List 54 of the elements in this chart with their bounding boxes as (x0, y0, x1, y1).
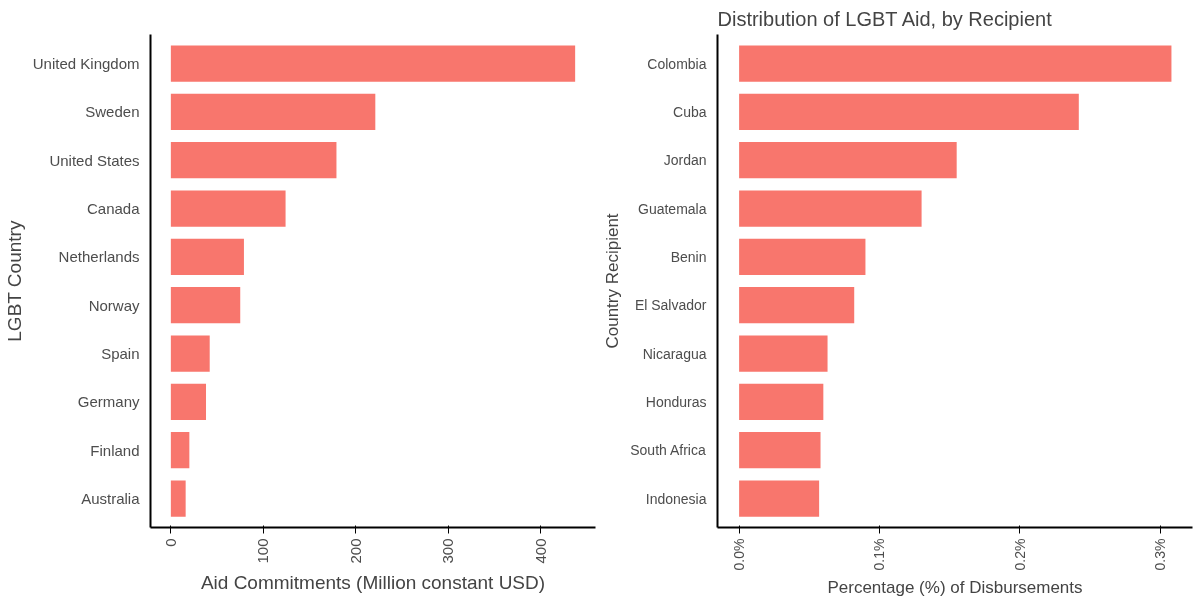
bar (739, 190, 922, 227)
y-tick-label: Cuba (673, 103, 707, 120)
y-tick-label: Indonesia (645, 490, 707, 507)
bar (170, 238, 244, 275)
y-tick-label: Germany (77, 393, 140, 411)
y-tick-label: Benin (670, 248, 707, 265)
x-tick-label: 0.0% (731, 538, 748, 571)
y-tick-label: Sweden (85, 103, 140, 121)
y-tick-label: United States (49, 151, 140, 169)
y-tick-label: Finland (90, 441, 140, 459)
bar (739, 142, 957, 179)
y-tick-label: Norway (88, 296, 140, 314)
x-tick-label: 0.1% (871, 538, 888, 571)
bar (739, 383, 824, 420)
y-tick-label: United Kingdom (32, 55, 140, 72)
bar (170, 287, 241, 324)
y-tick-label: Colombia (647, 55, 707, 72)
y-tick-label: Netherlands (58, 248, 140, 266)
bar (739, 432, 821, 469)
x-axis-title: Percentage (%) of Disbursements (827, 578, 1083, 598)
x-tick-label: 100 (254, 538, 272, 564)
y-tick-label: Canada (86, 200, 141, 217)
y-tick-label: El Salvador (634, 297, 707, 314)
bar (739, 335, 828, 372)
x-axis-title: Aid Commitments (Million constant USD) (200, 571, 546, 593)
x-tick-label: 0.2% (1011, 538, 1028, 571)
x-tick-label: 200 (346, 538, 364, 564)
y-tick-label: Australia (81, 490, 141, 507)
bar (739, 238, 866, 275)
y-tick-label: Spain (101, 345, 140, 362)
y-axis-title: Country Recipient (603, 213, 623, 349)
x-tick-label: 300 (439, 538, 457, 564)
bar (170, 142, 337, 179)
bar (739, 93, 1079, 130)
bar (170, 432, 190, 469)
y-tick-label: Guatemala (638, 200, 707, 217)
bar (739, 480, 820, 517)
y-axis-title: LGBT Country (3, 220, 25, 342)
bar (170, 383, 207, 420)
bar (170, 93, 376, 130)
chart-title: Distribution of LGBT Aid, by Recipient (717, 7, 1053, 30)
x-tick-label: 0.3% (1152, 538, 1169, 571)
bar (170, 335, 210, 372)
y-tick-label: Honduras (645, 393, 707, 410)
bar (170, 480, 186, 517)
bar (170, 45, 576, 82)
bar (739, 287, 855, 324)
x-tick-label: 400 (531, 538, 549, 564)
y-tick-label: Jordan (663, 152, 707, 169)
bar (170, 190, 286, 227)
bar (739, 45, 1172, 82)
y-tick-label: Nicaragua (642, 345, 707, 362)
x-tick-label: 0 (161, 538, 179, 547)
y-tick-label: South Africa (630, 442, 706, 459)
